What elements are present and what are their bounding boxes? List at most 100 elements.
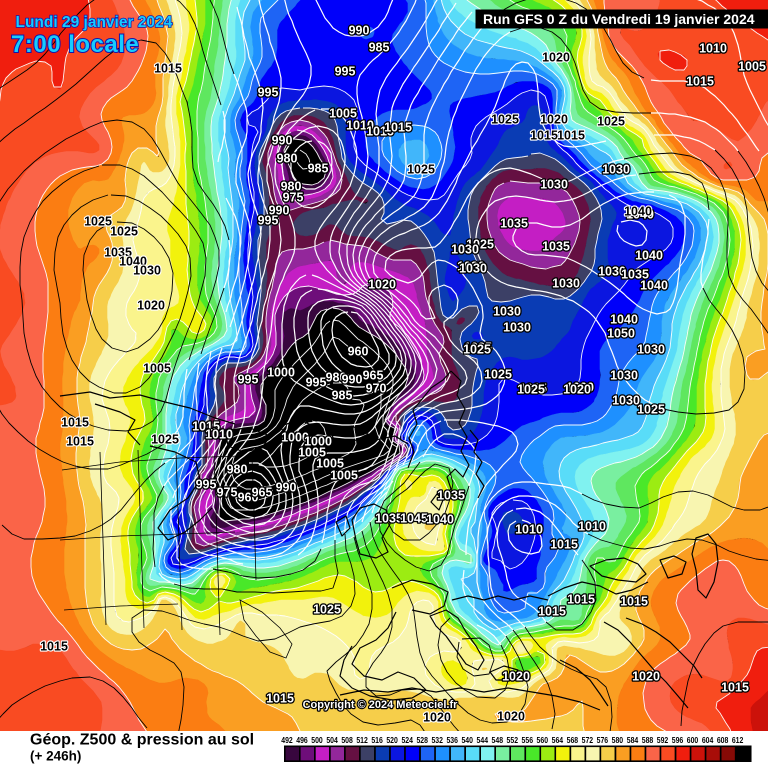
svg-text:1035: 1035 — [375, 512, 403, 526]
svg-text:584: 584 — [627, 735, 639, 745]
svg-text:1025: 1025 — [463, 343, 491, 357]
svg-text:1015: 1015 — [620, 595, 648, 609]
svg-text:7:00 locale: 7:00 locale — [11, 31, 139, 58]
svg-text:1035: 1035 — [500, 217, 528, 231]
svg-text:980: 980 — [227, 463, 248, 477]
svg-text:1025: 1025 — [407, 163, 435, 177]
svg-text:1040: 1040 — [119, 255, 147, 269]
svg-text:1040: 1040 — [640, 279, 668, 293]
svg-text:1030: 1030 — [459, 262, 487, 276]
svg-text:1030: 1030 — [612, 394, 640, 408]
svg-text:1010: 1010 — [205, 428, 233, 442]
svg-text:1020: 1020 — [632, 670, 660, 684]
svg-text:1015: 1015 — [530, 129, 558, 143]
svg-text:980: 980 — [277, 152, 298, 166]
svg-text:592: 592 — [657, 735, 669, 745]
svg-text:1015: 1015 — [550, 538, 578, 552]
svg-text:1000: 1000 — [304, 435, 332, 449]
svg-text:1025: 1025 — [84, 215, 112, 229]
svg-text:1035: 1035 — [104, 246, 132, 260]
svg-text:1025: 1025 — [491, 113, 519, 127]
svg-text:1020: 1020 — [423, 711, 451, 725]
svg-text:990: 990 — [272, 134, 293, 148]
svg-text:532: 532 — [431, 735, 443, 745]
svg-text:544: 544 — [477, 735, 489, 745]
svg-text:512: 512 — [356, 735, 368, 745]
svg-text:995: 995 — [196, 478, 217, 492]
svg-text:1045: 1045 — [400, 512, 428, 526]
svg-text:995: 995 — [238, 373, 259, 387]
svg-text:1015: 1015 — [557, 129, 585, 143]
svg-text:1015: 1015 — [192, 420, 220, 434]
svg-text:1025: 1025 — [110, 225, 138, 239]
svg-text:1005: 1005 — [738, 60, 766, 74]
svg-text:596: 596 — [672, 735, 684, 745]
svg-text:980: 980 — [326, 371, 347, 385]
svg-text:1005: 1005 — [329, 107, 357, 121]
svg-text:1035: 1035 — [437, 489, 465, 503]
svg-text:1005: 1005 — [298, 446, 326, 460]
svg-text:1010: 1010 — [699, 42, 727, 56]
svg-text:960: 960 — [348, 345, 369, 359]
svg-text:1030: 1030 — [133, 264, 161, 278]
svg-text:1030: 1030 — [540, 178, 568, 192]
svg-text:588: 588 — [642, 735, 654, 745]
svg-text:995: 995 — [258, 214, 279, 228]
svg-text:1015: 1015 — [721, 681, 749, 695]
svg-text:960: 960 — [238, 491, 259, 505]
svg-text:1015: 1015 — [40, 640, 68, 654]
svg-text:1040: 1040 — [610, 313, 638, 327]
svg-text:1005: 1005 — [143, 362, 171, 376]
svg-text:990: 990 — [342, 373, 363, 387]
svg-text:604: 604 — [702, 735, 714, 745]
svg-text:1015: 1015 — [538, 605, 566, 619]
svg-text:990: 990 — [349, 24, 370, 38]
svg-text:564: 564 — [552, 735, 564, 745]
svg-text:1025: 1025 — [466, 238, 494, 252]
svg-text:995: 995 — [258, 86, 279, 100]
svg-text:1015: 1015 — [266, 692, 294, 706]
svg-text:1020: 1020 — [368, 278, 396, 292]
svg-text:1005: 1005 — [316, 457, 344, 471]
svg-text:1030: 1030 — [610, 369, 638, 383]
svg-text:1030: 1030 — [602, 163, 630, 177]
svg-text:1030: 1030 — [598, 265, 626, 279]
svg-text:1025: 1025 — [313, 603, 341, 617]
svg-text:556: 556 — [522, 735, 534, 745]
svg-text:985: 985 — [308, 162, 329, 176]
svg-text:1035: 1035 — [542, 240, 570, 254]
svg-text:500: 500 — [311, 735, 323, 745]
svg-text:1030: 1030 — [637, 343, 665, 357]
svg-text:580: 580 — [612, 735, 624, 745]
svg-text:990: 990 — [269, 204, 290, 218]
svg-text:1015: 1015 — [384, 121, 412, 135]
svg-text:1020: 1020 — [497, 710, 525, 724]
svg-text:612: 612 — [732, 735, 744, 745]
svg-text:492: 492 — [281, 735, 293, 745]
svg-text:536: 536 — [446, 735, 458, 745]
svg-text:568: 568 — [567, 735, 579, 745]
svg-text:1015: 1015 — [686, 75, 714, 89]
svg-text:1015: 1015 — [66, 435, 94, 449]
svg-text:Copyright © 2024 Meteociel.fr: Copyright © 2024 Meteociel.fr — [303, 699, 459, 711]
svg-text:Géop. Z500 & pression au sol: Géop. Z500 & pression au sol — [30, 732, 254, 749]
svg-text:516: 516 — [371, 735, 383, 745]
svg-text:965: 965 — [363, 369, 384, 383]
svg-text:Lundi 29 janvier 2024: Lundi 29 janvier 2024 — [16, 14, 173, 31]
svg-text:1025: 1025 — [637, 403, 665, 417]
svg-text:520: 520 — [386, 735, 398, 745]
svg-text:1020: 1020 — [502, 670, 530, 684]
svg-text:560: 560 — [537, 735, 549, 745]
svg-text:1025: 1025 — [519, 382, 547, 396]
svg-text:1000: 1000 — [267, 366, 295, 380]
svg-text:1030: 1030 — [503, 321, 531, 335]
svg-text:1020: 1020 — [540, 113, 568, 127]
svg-text:1010: 1010 — [346, 119, 374, 133]
svg-text:1025: 1025 — [484, 368, 512, 382]
svg-text:1040: 1040 — [624, 205, 652, 219]
svg-text:1020: 1020 — [137, 299, 165, 313]
svg-text:985: 985 — [332, 389, 353, 403]
svg-text:1010: 1010 — [578, 520, 606, 534]
svg-text:975: 975 — [283, 191, 304, 205]
svg-text:1010: 1010 — [515, 523, 543, 537]
